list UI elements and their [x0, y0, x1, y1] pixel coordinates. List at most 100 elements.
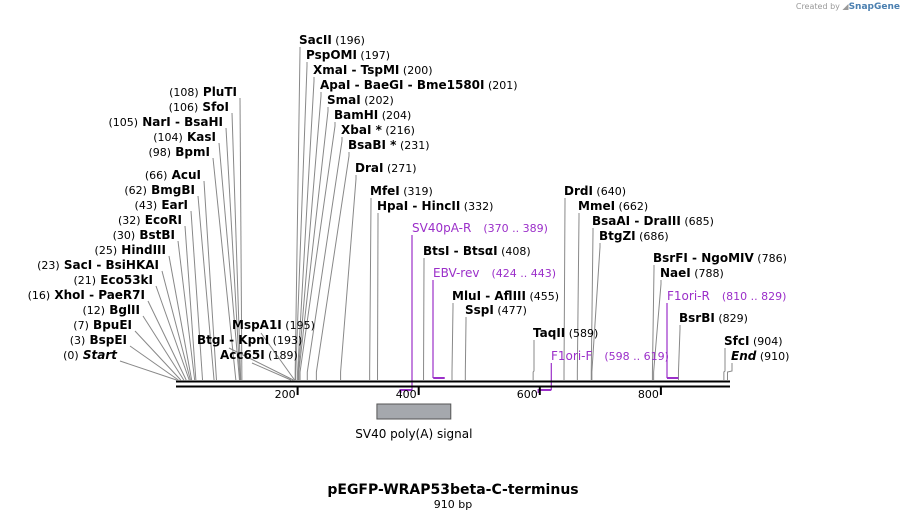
primer-annotations: SV40pA-R (370 .. 389) EBV-rev (424 .. 443) F… — [399, 221, 786, 393]
site-leader — [190, 210, 204, 381]
site-leader — [228, 347, 294, 381]
site-leader — [134, 330, 182, 381]
site-label: BtsI - BtsαI (408) — [423, 244, 531, 258]
site-leader — [197, 195, 215, 381]
site-leader — [563, 198, 566, 380]
site-label: (98) BpmI — [149, 145, 210, 159]
site-leader — [225, 127, 241, 381]
primer-label: EBV-rev (424 .. 443) — [433, 266, 556, 280]
site-leader — [677, 325, 681, 380]
snapgene-credit: Created by ◢SnapGene — [796, 2, 900, 12]
site-leader — [119, 360, 177, 381]
site-leader — [251, 362, 292, 381]
site-leader — [239, 97, 243, 381]
site-label: (105) NarI - BsaHI — [108, 115, 223, 129]
site-label: BtgZI (686) — [599, 229, 669, 243]
site-label: XmaI - TspMI (200) — [313, 63, 432, 77]
site-label: BsaBI * (231) — [348, 138, 430, 152]
site-label: NaeI (788) — [660, 266, 724, 280]
site-leader — [297, 92, 322, 380]
site-label: End (910) — [731, 349, 789, 363]
map-title: pEGFP-WRAP53beta-C-terminus — [327, 482, 578, 498]
credit-prefix: Created by — [795, 2, 840, 11]
site-leader — [161, 270, 191, 381]
site-leader — [727, 363, 733, 380]
site-label: (32) EcoRI — [118, 213, 182, 227]
axis-tick-label: 400 — [396, 388, 417, 401]
site-label: (30) BstBI — [113, 228, 175, 242]
site-label: SmaI (202) — [327, 93, 394, 107]
site-label: MfeI (319) — [370, 184, 433, 198]
site-label: (16) XhoI - PaeR7I — [28, 288, 145, 302]
site-label: SacII (196) — [299, 33, 365, 47]
site-leader — [142, 315, 185, 381]
site-label: SfcI (904) — [724, 334, 783, 348]
site-label: ApaI - BaeGI - Bme1580I (201) — [320, 78, 518, 92]
site-leader — [147, 300, 187, 381]
site-leader — [168, 255, 193, 381]
site-leader — [591, 243, 601, 380]
site-label: (104) KasI — [153, 130, 216, 144]
site-label: MspA1I (195) — [232, 318, 315, 332]
site-leader — [723, 348, 726, 380]
site-label: BtgI - KpnI (193) — [197, 333, 302, 347]
axis-tick-label: 800 — [638, 388, 659, 401]
site-label: (12) BglII — [82, 303, 140, 317]
site-leader — [218, 142, 240, 381]
site-label: Acc65I (189) — [220, 348, 298, 362]
site-leader — [155, 285, 190, 381]
site-leader — [576, 213, 580, 380]
site-leader — [653, 280, 662, 380]
feature-label: SV40 poly(A) signal — [355, 427, 472, 441]
site-leader — [651, 265, 655, 380]
primer-bar — [537, 389, 552, 393]
site-leader — [590, 228, 594, 380]
site-label: BsrBI (829) — [679, 311, 748, 325]
site-leader — [299, 122, 336, 380]
site-label: MluI - AflIII (455) — [452, 289, 559, 303]
axis-tick-label: 200 — [275, 388, 296, 401]
site-label: (7) BpuEI — [73, 318, 132, 332]
site-leader — [451, 303, 454, 380]
site-label: BsaAI - DraIII (685) — [592, 214, 714, 228]
site-leader-lines — [119, 47, 733, 381]
sequence-backbone — [176, 380, 730, 388]
site-label: (25) HindIII — [95, 243, 166, 257]
site-label: (23) SacI - BsiHKAI — [37, 258, 159, 272]
feature-annotations: SV40 poly(A) signal — [355, 403, 472, 441]
credit-brand: SnapGene — [848, 2, 900, 12]
site-label: TaqII (589) — [533, 326, 598, 340]
site-label: (108) PluTI — [169, 85, 237, 99]
site-label: (66) AcuI — [145, 168, 201, 182]
site-label: DraI (271) — [355, 161, 417, 175]
site-leader — [231, 112, 242, 381]
axis-ticks: 200 400 600 800 — [275, 387, 662, 401]
site-leader — [340, 175, 357, 380]
site-leader — [203, 180, 217, 381]
site-leader — [306, 137, 343, 380]
primer-label: SV40pA-R (370 .. 389) — [412, 221, 548, 235]
site-leader — [298, 107, 329, 380]
site-label: BamHI (204) — [334, 108, 411, 122]
site-leader — [532, 340, 535, 380]
map-length: 910 bp — [434, 498, 472, 511]
axis-tick-label: 600 — [517, 388, 538, 401]
site-leader — [212, 157, 237, 381]
site-leader — [297, 77, 315, 380]
site-label: SspI (477) — [465, 303, 527, 317]
site-label: PspOMI (197) — [306, 48, 390, 62]
site-leader — [260, 332, 295, 381]
site-label: (62) BmgBI — [124, 183, 195, 197]
site-leader — [369, 198, 372, 380]
site-leader — [315, 152, 350, 380]
site-label: HpaI - HincII (332) — [377, 199, 493, 213]
site-leader — [184, 225, 197, 381]
site-label: MmeI (662) — [578, 199, 648, 213]
site-label: XbaI * (216) — [341, 123, 415, 137]
site-label: (3) BspEI — [70, 333, 127, 347]
site-label: (21) Eco53kI — [74, 273, 153, 287]
primer-bar — [399, 389, 413, 393]
site-leader — [464, 317, 467, 380]
site-label: DrdI (640) — [564, 184, 626, 198]
